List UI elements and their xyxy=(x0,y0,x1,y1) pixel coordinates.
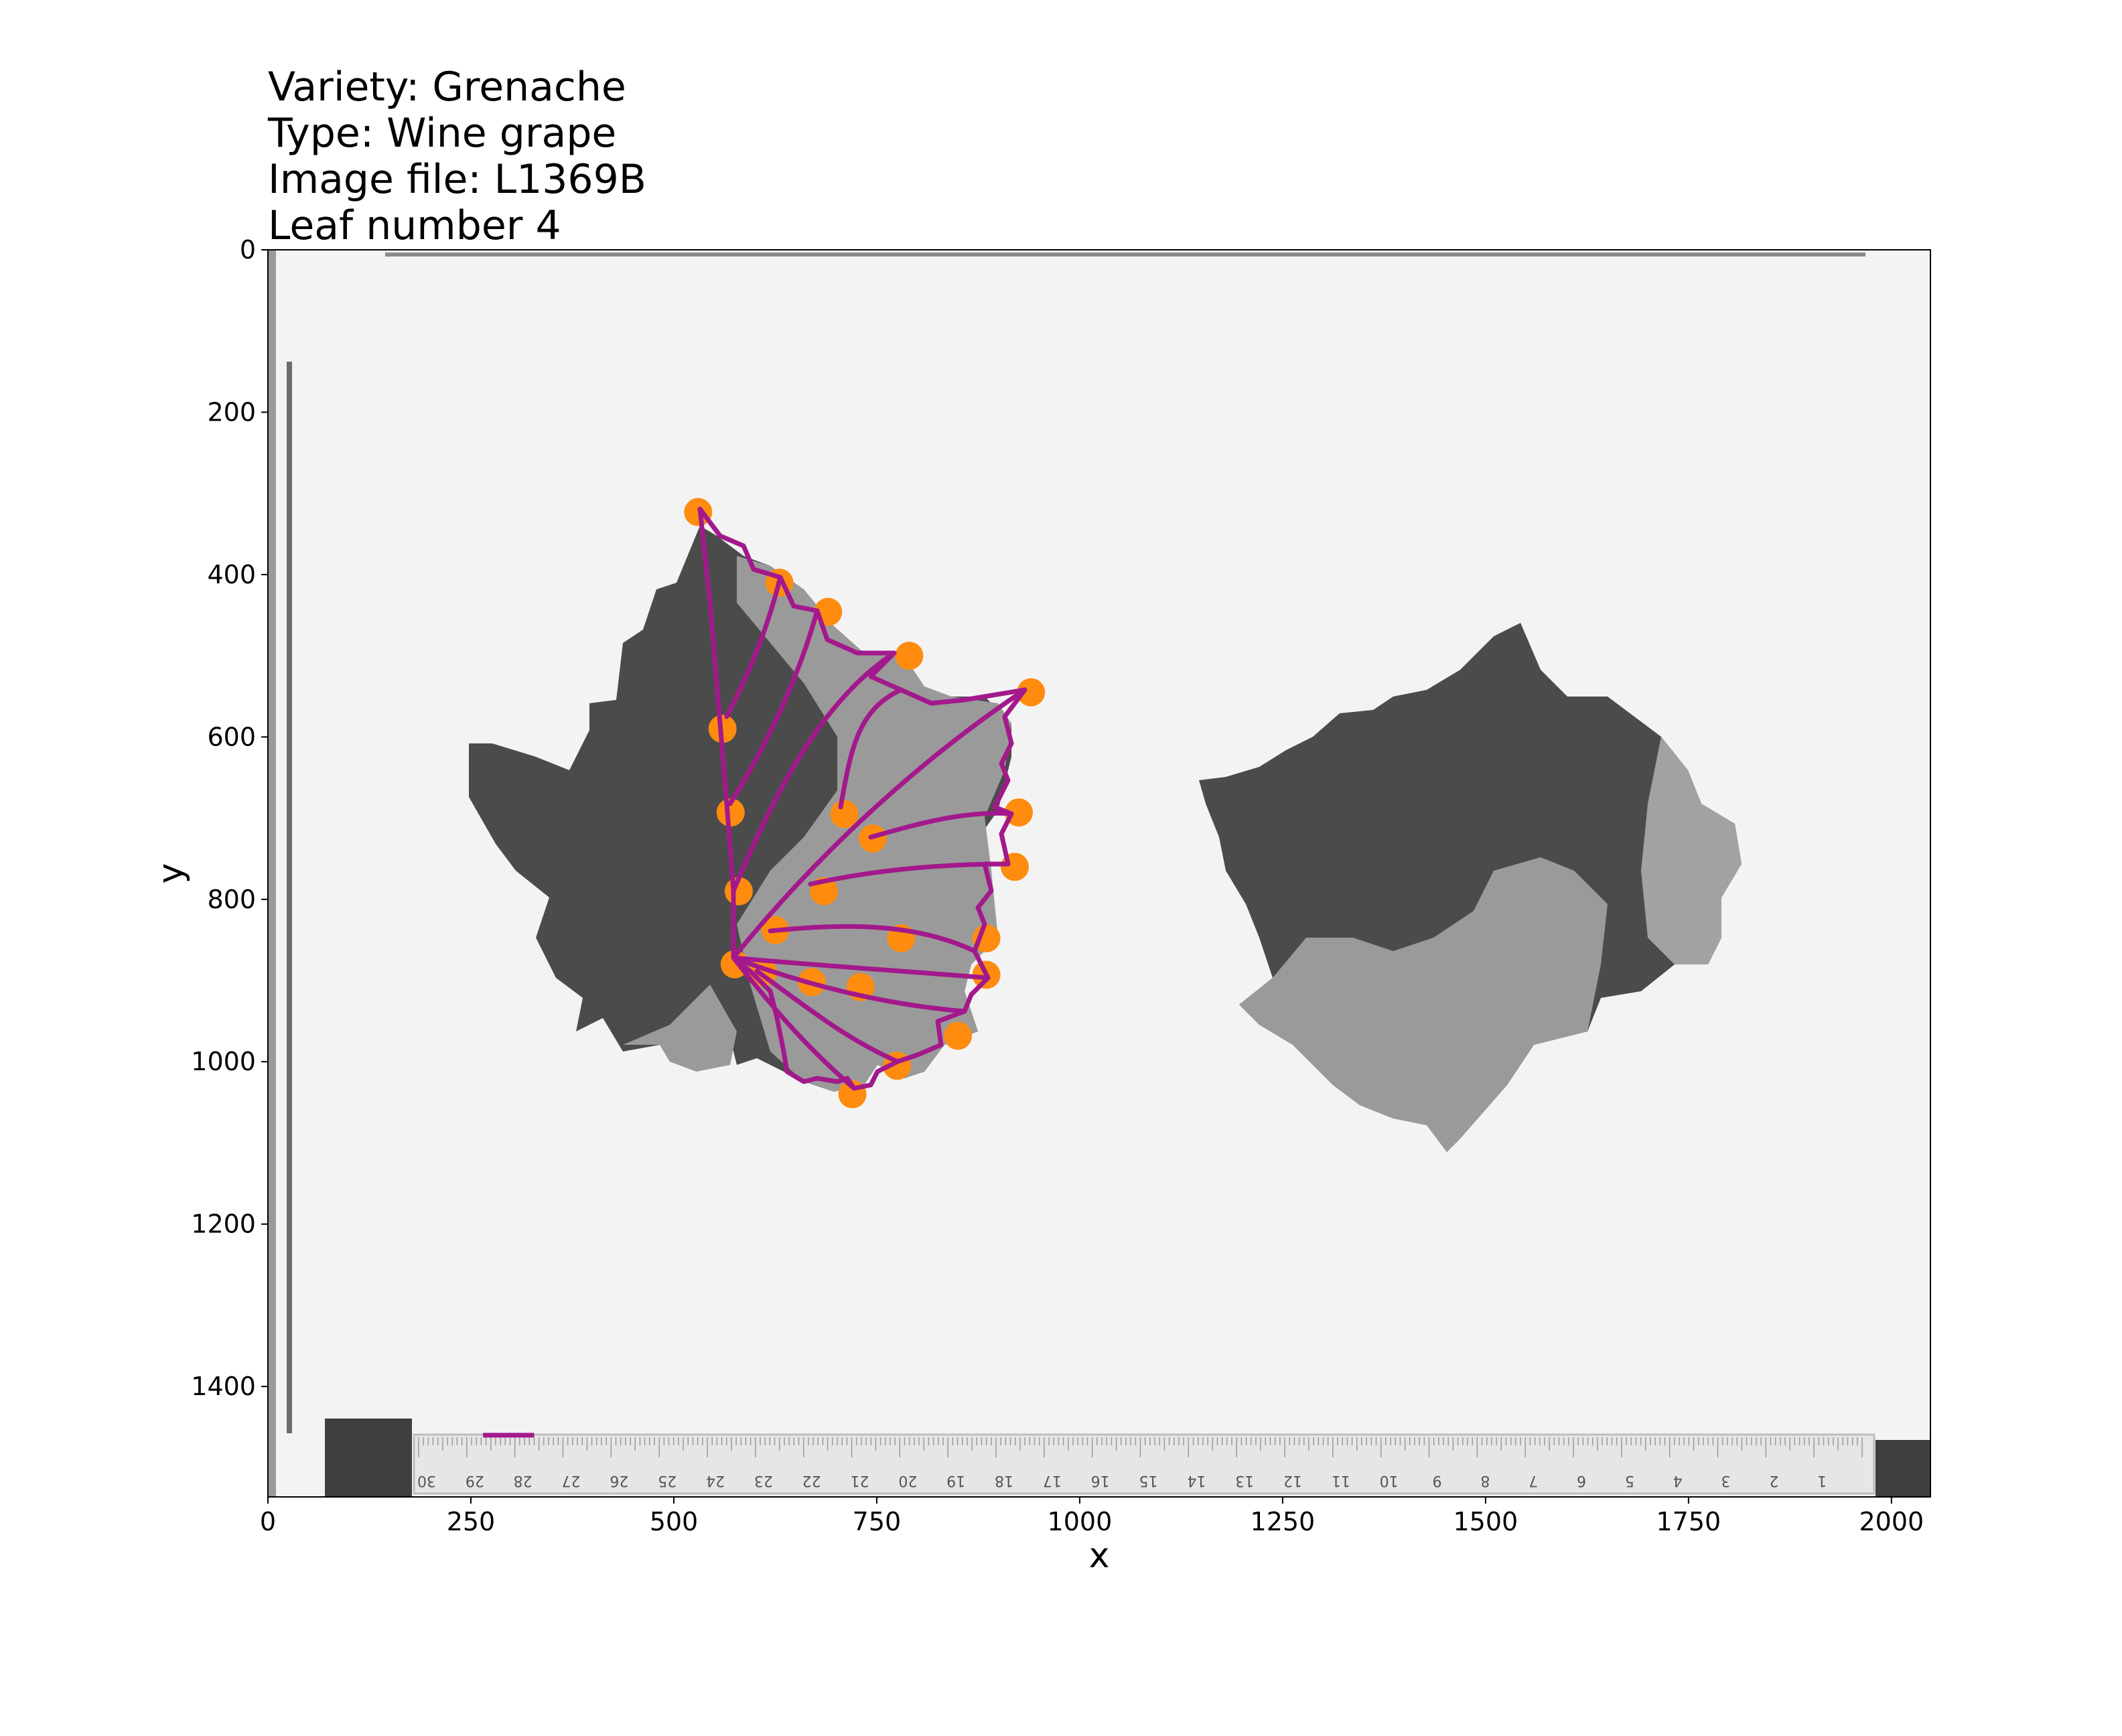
vein-2 xyxy=(727,608,820,806)
ruler-number: 6 xyxy=(1577,1472,1586,1489)
dark-block-right xyxy=(1876,1440,1930,1497)
title-variety: Variety: Grenache xyxy=(268,64,626,111)
vein-12 xyxy=(731,955,857,1091)
x-tick-label: 1000 xyxy=(1048,1507,1113,1536)
ruler-number: 23 xyxy=(754,1472,773,1489)
board-edge-left xyxy=(268,250,276,1497)
leaf-secondary xyxy=(1199,623,1742,1152)
axes-frame xyxy=(267,249,1931,1498)
landmark-point xyxy=(716,798,745,827)
ruler-number: 2 xyxy=(1769,1472,1778,1489)
ruler-number: 4 xyxy=(1673,1472,1683,1489)
ruler-number: 17 xyxy=(1043,1472,1062,1489)
x-tick-label: 0 xyxy=(260,1507,276,1536)
leaf-secondary-light xyxy=(1239,857,1608,1152)
x-tick-label: 2000 xyxy=(1859,1507,1924,1536)
ruler-number: 25 xyxy=(658,1472,677,1489)
annotation-outline xyxy=(697,506,1028,1091)
ruler-number: 22 xyxy=(802,1472,821,1489)
ruler-number: 15 xyxy=(1139,1472,1158,1489)
vein-10 xyxy=(731,955,967,1014)
landmark-point xyxy=(1005,798,1034,827)
landmark-point xyxy=(1017,678,1046,707)
ruler-number: 10 xyxy=(1380,1472,1399,1489)
ruler-number: 3 xyxy=(1721,1472,1731,1489)
y-tick-label: 0 xyxy=(240,235,256,265)
x-tick-label: 1750 xyxy=(1656,1507,1721,1536)
board-line-top xyxy=(385,252,1865,257)
title-leaf-number: Leaf number 4 xyxy=(268,202,561,249)
vein-11 xyxy=(754,968,900,1064)
blade-outline xyxy=(697,506,1028,1091)
ruler-number: 8 xyxy=(1480,1472,1490,1489)
ruler-number: 26 xyxy=(610,1472,628,1489)
vein-9 xyxy=(731,955,991,981)
x-axis-label: x xyxy=(1089,1536,1110,1576)
dark-block-left xyxy=(325,1419,412,1497)
ruler-number: 28 xyxy=(514,1472,533,1489)
ruler-number: 18 xyxy=(995,1472,1013,1489)
y-tick-label: 600 xyxy=(207,722,256,751)
y-axis-label: y xyxy=(151,863,191,884)
y-axis-ticks: 0 200 400 600 800 1000 1200 1400 xyxy=(191,235,268,1401)
x-tick-label: 1500 xyxy=(1454,1507,1518,1536)
ruler-number: 29 xyxy=(466,1472,484,1489)
landmark-point xyxy=(895,642,924,670)
ruler-number: 11 xyxy=(1332,1472,1350,1489)
ruler-number: 19 xyxy=(946,1472,965,1489)
x-tick-label: 250 xyxy=(447,1507,496,1536)
vein-5 xyxy=(731,687,1028,960)
x-tick-label: 500 xyxy=(650,1507,699,1536)
ruler-number: 5 xyxy=(1625,1472,1634,1489)
midrib xyxy=(697,506,736,960)
y-tick-label: 1200 xyxy=(191,1210,256,1239)
ruler-number: 30 xyxy=(417,1472,436,1489)
ruler-number: 16 xyxy=(1091,1472,1110,1489)
ruler-number: 20 xyxy=(898,1472,917,1489)
y-tick-label: 1000 xyxy=(191,1047,256,1076)
leaf-annotated-light-lower xyxy=(623,985,737,1072)
y-tick-label: 800 xyxy=(207,885,256,914)
ruler-number: 7 xyxy=(1529,1472,1538,1489)
ruler-number: 27 xyxy=(562,1472,581,1489)
vein-3 xyxy=(731,650,897,893)
x-tick-label: 1250 xyxy=(1251,1507,1316,1536)
ruler: 1234567891011121314151617181920212223242… xyxy=(413,1433,1876,1495)
landmark-point xyxy=(830,800,859,828)
title-block: Variety: Grenache Type: Wine grape Image… xyxy=(267,64,646,249)
y-tick-label: 1400 xyxy=(191,1372,256,1401)
y-tick-label: 200 xyxy=(207,397,256,427)
x-axis-ticks: 0 250 500 750 1000 1250 1500 1750 2000 xyxy=(260,1497,1924,1536)
ruler-number: 24 xyxy=(706,1472,725,1489)
leaf-secondary-light-right xyxy=(1641,737,1742,964)
title-image-file: Image file: L1369B xyxy=(268,156,646,203)
landmark-point xyxy=(972,924,1001,952)
ruler-number: 21 xyxy=(851,1472,869,1489)
vein-6 xyxy=(868,810,1014,840)
ruler-number: 14 xyxy=(1187,1472,1206,1489)
y-tick-label: 400 xyxy=(207,560,256,589)
ruler-number: 12 xyxy=(1283,1472,1302,1489)
ruler-number: 13 xyxy=(1235,1472,1254,1489)
ruler-ticks xyxy=(418,1437,1863,1457)
vein-7 xyxy=(808,861,1011,887)
ruler-numbers: 1234567891011121314151617181920212223242… xyxy=(417,1472,1827,1489)
ruler-number: 1 xyxy=(1817,1472,1827,1489)
title-type: Type: Wine grape xyxy=(267,110,616,157)
vein-8 xyxy=(768,924,977,954)
vein-4 xyxy=(838,687,904,810)
ruler-number: 9 xyxy=(1433,1472,1442,1489)
board-line-left xyxy=(287,362,292,1433)
landmark-point xyxy=(944,1021,973,1050)
x-tick-label: 750 xyxy=(853,1507,902,1536)
leaf-annotated-light xyxy=(737,556,1011,1092)
plot-area: 1234567891011121314151617181920212223242… xyxy=(268,250,1930,1497)
vein-1 xyxy=(724,575,783,719)
